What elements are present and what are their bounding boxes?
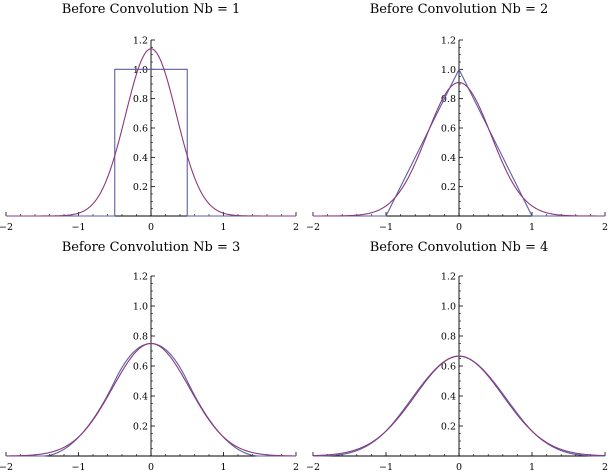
chart-panel-1: Before Convolution Nb = 1 −2 −1 0 1 2 0.2 0.4 0.… xyxy=(0,2,299,233)
chart-panel-4: Before Convolution Nb = 4 −2 −1 0 1 2 0.2 0.4 0.… xyxy=(306,240,608,473)
chart-title: Before Convolution Nb = 2 xyxy=(370,2,549,17)
x-tick-label: 1 xyxy=(220,462,226,473)
chart-panel-2: Before Convolution Nb = 2 −2 −1 0 1 2 0.2 0.4 0.… xyxy=(306,2,608,233)
y-tick-label: 1.0 xyxy=(441,65,456,76)
x-tick-label: 2 xyxy=(602,462,608,473)
series-line-spline xyxy=(6,68,296,217)
y-tick-label: 0.6 xyxy=(441,362,456,373)
x-tick-label: −2 xyxy=(0,222,13,233)
y-tick-label: 0.6 xyxy=(133,124,148,135)
y-tick-label: 1.2 xyxy=(133,36,148,47)
x-tick-label: 2 xyxy=(293,462,299,473)
x-tick-label: 0 xyxy=(148,222,154,233)
series-line-gaussian xyxy=(5,342,297,457)
x-tick-label: −1 xyxy=(379,462,393,473)
x-tick-label: 1 xyxy=(220,222,226,233)
x-tick-label: −1 xyxy=(71,222,85,233)
series-line-gaussian xyxy=(6,48,296,217)
x-tick-label: −1 xyxy=(379,222,393,233)
y-tick-label: 0.8 xyxy=(133,94,148,105)
y-tick-label: 0.2 xyxy=(133,422,148,433)
x-tick-label: 1 xyxy=(529,462,535,473)
chart-title: Before Convolution Nb = 3 xyxy=(62,240,241,255)
x-tick-label: 0 xyxy=(456,222,462,233)
series-line-gaussian xyxy=(313,81,605,217)
x-tick-label: −1 xyxy=(71,462,85,473)
series-line-gaussian xyxy=(312,355,606,457)
y-tick-label: 1.2 xyxy=(441,272,456,283)
chart-panel-3: Before Convolution Nb = 3 −2 −1 0 1 2 0.2 0.4 0.… xyxy=(0,240,299,473)
y-tick-label: 1.0 xyxy=(441,302,456,313)
y-tick-label: 1.2 xyxy=(441,36,456,47)
y-tick-label: 0.8 xyxy=(441,94,456,105)
x-tick-label: −2 xyxy=(306,462,320,473)
chart-title: Before Convolution Nb = 1 xyxy=(62,2,241,17)
y-tick-label: 0.4 xyxy=(441,392,456,403)
y-tick-label: 1.0 xyxy=(133,65,148,76)
y-tick-label: 0.8 xyxy=(441,332,456,343)
x-tick-label: −2 xyxy=(306,222,320,233)
y-tick-label: 1.0 xyxy=(133,302,148,313)
y-tick-label: 0.2 xyxy=(441,422,456,433)
x-tick-label: 2 xyxy=(602,222,608,233)
x-tick-label: −2 xyxy=(0,462,13,473)
y-tick-label: 0.8 xyxy=(133,332,148,343)
y-tick-label: 0.2 xyxy=(133,182,148,193)
y-tick-label: 0.6 xyxy=(133,362,148,373)
y-tick-label: 0.6 xyxy=(441,124,456,135)
y-tick-label: 0.4 xyxy=(133,392,148,403)
x-tick-label: 2 xyxy=(293,222,299,233)
chart-title: Before Convolution Nb = 4 xyxy=(370,240,549,255)
x-tick-label: 0 xyxy=(456,462,462,473)
y-tick-label: 0.2 xyxy=(441,182,456,193)
y-tick-label: 0.4 xyxy=(133,153,148,164)
x-tick-label: 0 xyxy=(148,462,154,473)
x-tick-label: 1 xyxy=(529,222,535,233)
y-tick-label: 0.4 xyxy=(441,153,456,164)
y-tick-label: 1.2 xyxy=(133,272,148,283)
series-line-spline xyxy=(313,68,605,217)
